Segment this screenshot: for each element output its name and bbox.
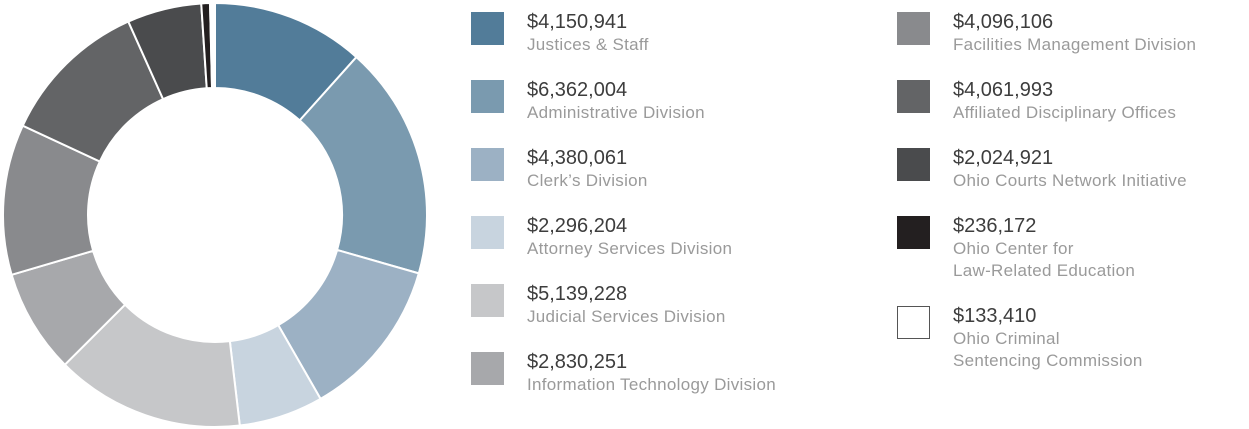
legend-item: $4,061,993 Affiliated Disciplinary Office… — [897, 78, 1196, 124]
legend-label: Information Technology Division — [527, 375, 777, 394]
legend-text: $133,410 Ohio Criminal Sentencing Commiss… — [953, 304, 1143, 372]
legend-value: $2,830,251 — [527, 351, 628, 373]
legend-item: $4,096,106 Facilities Management Division — [897, 10, 1196, 56]
legend-text: $4,380,061 Clerk’s Division — [527, 146, 648, 192]
legend-swatch — [897, 216, 930, 249]
legend-label: Facilities Management Division — [953, 35, 1197, 54]
legend-text: $2,830,251 Information Technology Divisio… — [527, 350, 776, 396]
legend-swatch — [897, 80, 930, 113]
legend-item: $133,410 Ohio Criminal Sentencing Commiss… — [897, 304, 1196, 372]
legend-text: $236,172 Ohio Center for Law-Related Educ… — [953, 214, 1135, 282]
legend-swatch — [471, 216, 504, 249]
legend-label: Ohio Criminal Sentencing Commission — [953, 329, 1143, 370]
legend-value: $4,380,061 — [527, 147, 628, 169]
legend-value: $5,139,228 — [527, 283, 628, 305]
legend-value: $6,362,004 — [527, 79, 628, 101]
legend-value: $4,150,941 — [527, 11, 628, 33]
legend-value: $2,024,921 — [953, 147, 1054, 169]
legend-label: Ohio Courts Network Initiative — [953, 171, 1187, 190]
legend-value: $2,296,204 — [527, 215, 628, 237]
legend-swatch — [471, 284, 504, 317]
legend-text: $4,150,941 Justices & Staff — [527, 10, 649, 56]
legend-item: $4,150,941 Justices & Staff — [471, 10, 776, 56]
legend-item: $2,024,921 Ohio Courts Network Initiative — [897, 146, 1196, 192]
legend-swatch — [471, 352, 504, 385]
legend-swatch — [897, 148, 930, 181]
legend-label: Affiliated Disciplinary Offices — [953, 103, 1177, 122]
legend-text: $4,096,106 Facilities Management Division — [953, 10, 1196, 56]
legend-value: $236,172 — [953, 215, 1037, 237]
legend-label: Judicial Services Division — [527, 307, 726, 326]
donut-chart — [2, 1, 429, 428]
legend-label: Attorney Services Division — [527, 239, 733, 258]
legend-swatch — [471, 148, 504, 181]
legend-item: $236,172 Ohio Center for Law-Related Educ… — [897, 214, 1196, 282]
legend-swatch — [471, 80, 504, 113]
legend-swatch — [897, 12, 930, 45]
legend-text: $5,139,228 Judicial Services Division — [527, 282, 726, 328]
legend-value: $4,061,993 — [953, 79, 1054, 101]
legend-text: $2,024,921 Ohio Courts Network Initiative — [953, 146, 1187, 192]
legend-text: $4,061,993 Affiliated Disciplinary Office… — [953, 78, 1176, 124]
legend-text: $6,362,004 Administrative Division — [527, 78, 705, 124]
legend-label: Justices & Staff — [527, 35, 649, 54]
legend-label: Ohio Center for Law-Related Education — [953, 239, 1136, 280]
legend-item: $2,296,204 Attorney Services Division — [471, 214, 776, 260]
donut-slice — [209, 1, 216, 90]
legend-column: $4,096,106 Facilities Management Division… — [897, 10, 1196, 394]
legend-swatch — [897, 306, 930, 339]
legend-swatch — [471, 12, 504, 45]
legend-label: Administrative Division — [527, 103, 705, 122]
legend-value: $4,096,106 — [953, 11, 1054, 33]
legend-column: $4,150,941 Justices & Staff $6,362,004 Admi… — [471, 10, 776, 418]
legend-value: $133,410 — [953, 305, 1037, 327]
legend-label: Clerk’s Division — [527, 171, 648, 190]
legend-item: $4,380,061 Clerk’s Division — [471, 146, 776, 192]
legend-item: $6,362,004 Administrative Division — [471, 78, 776, 124]
legend-text: $2,296,204 Attorney Services Division — [527, 214, 732, 260]
legend-item: $5,139,228 Judicial Services Division — [471, 282, 776, 328]
legend-item: $2,830,251 Information Technology Divisio… — [471, 350, 776, 396]
